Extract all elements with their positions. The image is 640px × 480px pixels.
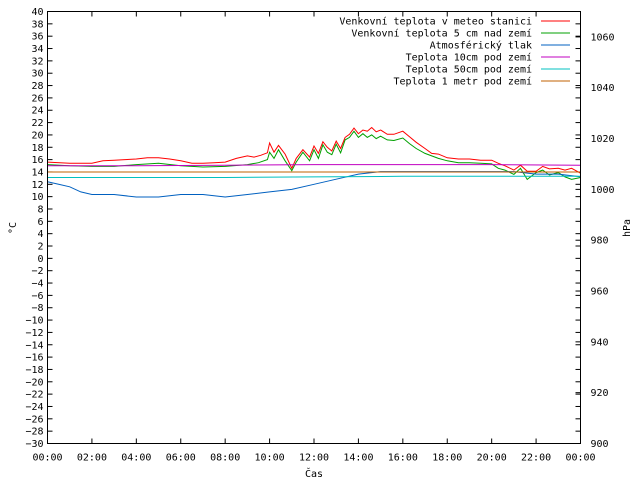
series-line-0	[47, 126, 581, 174]
y-tick-label: −4	[31, 279, 43, 290]
legend-label-4: Teplota 50cm pod zemí	[406, 64, 532, 76]
x-tick-label: 08:00	[210, 453, 240, 464]
y-tick-label: −26	[25, 414, 43, 425]
y-tick-label: −2	[31, 266, 43, 277]
x-tick-label: 10:00	[255, 453, 285, 464]
y-tick-label: 32	[31, 56, 43, 67]
x-tick-label: 18:00	[432, 453, 462, 464]
y-axis-right: 1060 1040 1020 1000 980 960 940 920 900	[575, 32, 615, 450]
series-line-1	[47, 130, 581, 181]
y-tick-label: −18	[25, 365, 43, 376]
y-tick-label: 20	[31, 130, 43, 141]
y-tick-label: −16	[25, 353, 43, 364]
y-tick-label: 40	[31, 7, 43, 18]
y-tick-label: 28	[31, 81, 43, 92]
y-tick-label: 4	[37, 229, 43, 240]
y-tick-label: 12	[31, 180, 43, 191]
y-axis-left: 4038363432302826242220181614121086420−2−…	[25, 7, 581, 450]
y-tick-label: 14	[31, 167, 43, 178]
y-tick-label: 16	[31, 155, 43, 166]
y-tick-label: −22	[25, 390, 43, 401]
y-tick-label: 38	[31, 19, 43, 30]
y-tick-label: 18	[31, 143, 43, 154]
y-tick-label: 8	[37, 204, 43, 215]
x-tick-label: 14:00	[343, 453, 373, 464]
y2-tick-label: 920	[591, 388, 609, 399]
y2-tick-label: 960	[591, 287, 609, 298]
x-axis-label: Čas	[305, 467, 323, 480]
y-tick-label: 36	[31, 32, 43, 43]
y-axis-label: °C	[8, 222, 19, 234]
y-tick-label: 0	[37, 254, 43, 265]
y-tick-label: −10	[25, 316, 43, 327]
y2-tick-label: 1040	[591, 83, 615, 94]
y-tick-label: −12	[25, 328, 43, 339]
x-tick-label: 04:00	[121, 453, 151, 464]
x-tick-label: 06:00	[166, 453, 196, 464]
y-tick-label: 26	[31, 93, 43, 104]
y2-tick-label: 940	[591, 337, 609, 348]
y-tick-label: −30	[25, 439, 43, 450]
legend-label-5: Teplota 1 metr pod zemí	[394, 76, 532, 88]
legend-label-0: Venkovní teplota v meteo stanici	[339, 16, 532, 28]
x-tick-label: 00:00	[565, 453, 595, 464]
y-tick-label: −28	[25, 427, 43, 438]
series-line-4	[47, 175, 581, 178]
y2-axis-label: hPa	[622, 219, 633, 237]
series-line-3	[47, 164, 581, 167]
x-tick-label: 02:00	[77, 453, 107, 464]
y-tick-label: 22	[31, 118, 43, 129]
y-tick-label: 34	[31, 44, 43, 55]
y-tick-label: 30	[31, 69, 43, 80]
y2-tick-label: 980	[591, 236, 609, 247]
legend-label-1: Venkovní teplota 5 cm nad zemí	[351, 28, 532, 40]
series-line-2	[47, 171, 581, 198]
legend-label-3: Teplota 10cm pod zemí	[406, 52, 532, 64]
y-tick-label: −8	[31, 303, 43, 314]
y-tick-label: −14	[25, 340, 43, 351]
legend: Venkovní teplota v meteo staniciVenkovní…	[339, 16, 570, 88]
legend-label-2: Atmosférický tlak	[430, 40, 532, 52]
plot-series	[47, 126, 581, 198]
y-tick-label: −6	[31, 291, 43, 302]
x-tick-label: 00:00	[32, 453, 62, 464]
y2-tick-label: 900	[591, 439, 609, 450]
y-tick-label: −24	[25, 402, 43, 413]
y2-tick-label: 1000	[591, 185, 615, 196]
plot-frame	[47, 11, 581, 444]
y2-tick-label: 1020	[591, 134, 615, 145]
x-tick-label: 22:00	[521, 453, 551, 464]
y2-tick-label: 1060	[591, 32, 615, 43]
y-tick-label: 10	[31, 192, 43, 203]
y-tick-label: 24	[31, 106, 43, 117]
x-tick-label: 16:00	[388, 453, 418, 464]
y-tick-label: 6	[37, 217, 43, 228]
x-tick-label: 20:00	[477, 453, 507, 464]
y-tick-label: −20	[25, 377, 43, 388]
x-axis: 00:00 02:00 04:00 06:00 08:00 10:00 12:00 14:00…	[32, 11, 596, 464]
y-tick-label: 2	[37, 242, 43, 253]
x-tick-label: 12:00	[299, 453, 329, 464]
